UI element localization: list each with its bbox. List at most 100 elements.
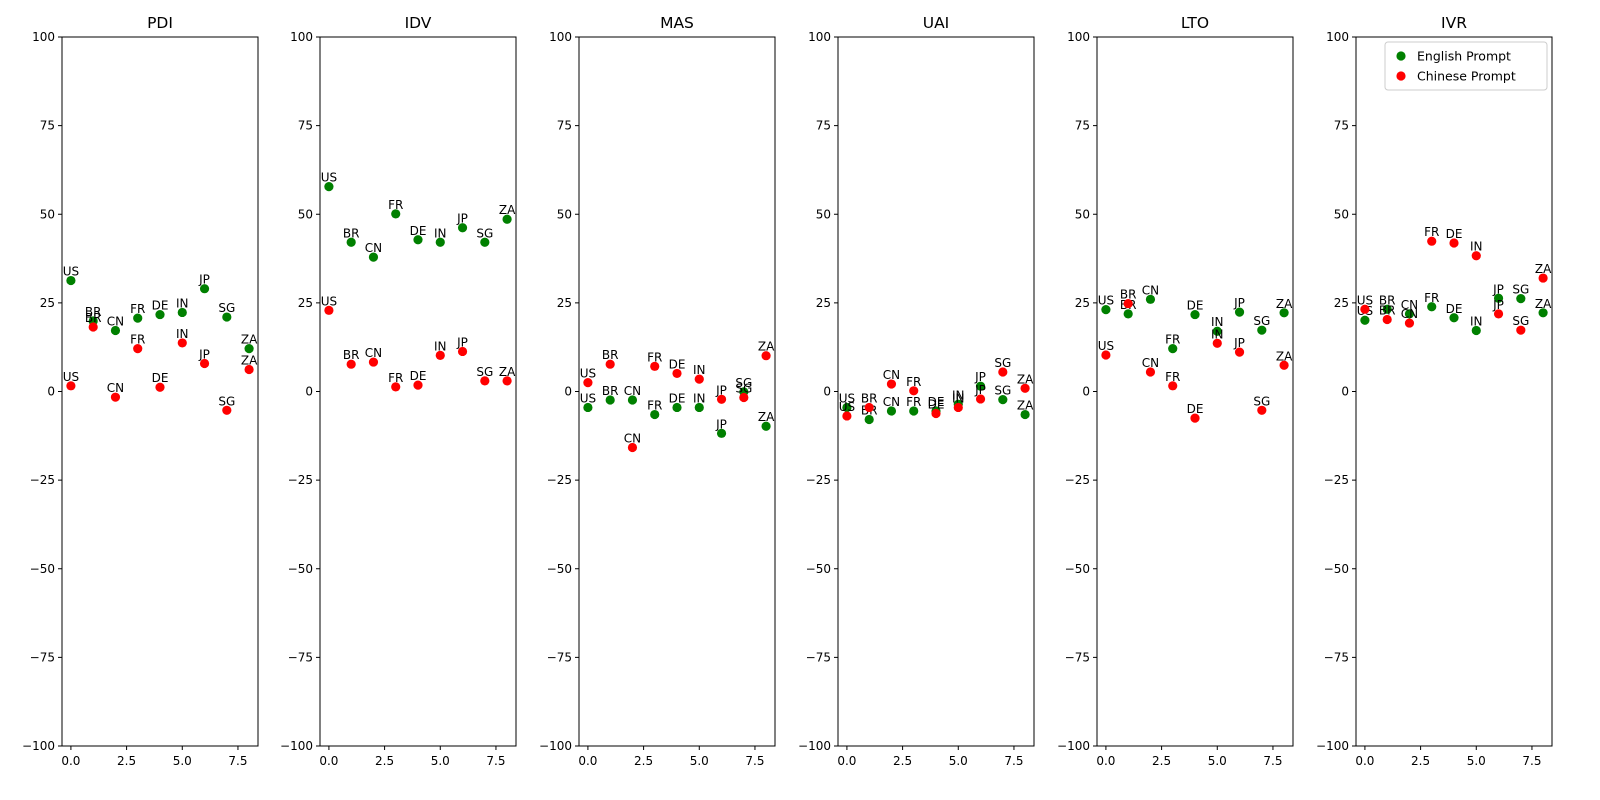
- point-label: BR: [343, 226, 360, 240]
- chinese-point-sg: [222, 405, 232, 415]
- english-point-cn: [110, 325, 121, 336]
- y-tick-label: −50: [30, 562, 55, 576]
- point-label: ZA: [241, 354, 258, 368]
- y-tick-label: 0: [305, 385, 313, 399]
- y-tick-label: −25: [547, 473, 572, 487]
- panel-mas: MAS 100 75 50 25 0 −25 −50 −75 −100 0.0 2.5 5.0 7.5 US…: [539, 14, 776, 768]
- point-label: ZA: [499, 365, 516, 379]
- x-tick-label: 5.0: [949, 754, 968, 768]
- english-point-za: [1538, 308, 1548, 318]
- chinese-point-jp: [457, 346, 468, 357]
- y-tick-label: 50: [298, 207, 313, 221]
- english-point-jp: [975, 381, 986, 391]
- english-point-in: [1212, 326, 1222, 336]
- chinese-point-jp: [1493, 309, 1504, 319]
- english-point-us: [324, 181, 334, 192]
- english-point-de: [155, 309, 165, 320]
- y-tick-label: −25: [1065, 473, 1090, 487]
- axes-frame: [319, 36, 517, 747]
- point-label: JP: [456, 335, 468, 349]
- point-label: BR: [343, 348, 360, 362]
- point-label: CN: [624, 384, 641, 398]
- chinese-point-jp: [199, 358, 210, 369]
- point-label: JP: [974, 370, 986, 384]
- x-tick-label: 2.5: [375, 754, 394, 768]
- point-label: ZA: [241, 333, 258, 347]
- point-label: BR: [1379, 304, 1396, 318]
- point-label: FR: [130, 302, 145, 316]
- panel-pdi: PDI 100 75 50 25 0 −25 −50 −75 −100 0.0 2.5 5.0 7.5 US…: [22, 14, 259, 768]
- axes-frame: [1096, 36, 1294, 747]
- english-point-br: [1382, 304, 1392, 314]
- x-tick-label: 0.0: [61, 754, 80, 768]
- axes-frame: [1355, 36, 1553, 747]
- point-label: FR: [388, 198, 403, 212]
- point-label: JP: [1492, 298, 1504, 312]
- english-point-za: [1279, 308, 1289, 318]
- point-label: FR: [388, 371, 403, 385]
- y-tick-label: −75: [288, 650, 313, 664]
- point-label: CN: [1142, 356, 1159, 370]
- y-tick-label: −100: [1057, 739, 1090, 753]
- x-tick-label: 5.0: [173, 754, 192, 768]
- chinese-point-us: [842, 411, 852, 421]
- point-label: SG: [1512, 283, 1529, 297]
- y-tick-label: −50: [1065, 562, 1090, 576]
- point-label: JP: [1233, 336, 1245, 350]
- y-tick-label: 50: [557, 207, 572, 221]
- chinese-point-cn: [627, 442, 638, 453]
- chinese-point-cn: [1404, 318, 1415, 328]
- point-label: JP: [1233, 296, 1245, 310]
- chinese-point-br: [1382, 314, 1392, 325]
- point-label: ZA: [1017, 372, 1034, 386]
- point-label: SG: [735, 382, 752, 396]
- english-point-jp: [199, 284, 210, 294]
- y-tick-label: 100: [1326, 30, 1349, 44]
- chinese-point-fr: [1427, 236, 1437, 246]
- point-label: BR: [85, 305, 102, 319]
- point-label: FR: [1424, 291, 1439, 305]
- english-point-in: [177, 307, 187, 318]
- point-label: ZA: [1276, 297, 1293, 311]
- chinese-point-cn: [886, 379, 897, 389]
- english-point-jp: [1493, 293, 1504, 303]
- y-tick-label: 100: [1067, 30, 1090, 44]
- english-point-us: [1360, 315, 1370, 325]
- point-label: US: [580, 367, 596, 381]
- chinese-point-za: [761, 351, 771, 361]
- english-point-de: [413, 235, 423, 245]
- chinese-point-za: [1020, 383, 1030, 393]
- point-label: SG: [1253, 394, 1270, 408]
- english-point-us: [842, 402, 852, 413]
- point-label: CN: [107, 315, 124, 329]
- y-tick-label: −25: [30, 473, 55, 487]
- panel-title: UAI: [923, 14, 950, 32]
- point-label: DE: [1187, 299, 1204, 313]
- y-tick-label: 25: [1075, 296, 1090, 310]
- english-point-fr: [1427, 302, 1437, 312]
- y-tick-label: −75: [1324, 650, 1349, 664]
- y-tick-label: 0: [823, 385, 831, 399]
- panel-title: IVR: [1441, 14, 1467, 32]
- chinese-point-fr: [650, 361, 660, 371]
- point-label: DE: [410, 224, 427, 238]
- point-label: SG: [1512, 314, 1529, 328]
- x-tick-label: 5.0: [431, 754, 450, 768]
- chinese-point-sg: [739, 392, 749, 403]
- chinese-point-de: [931, 408, 941, 419]
- english-point-in: [1471, 325, 1481, 336]
- point-label: US: [63, 265, 79, 279]
- english-point-za: [761, 421, 771, 431]
- english-point-fr: [909, 406, 919, 416]
- point-label: DE: [410, 369, 427, 383]
- y-tick-label: −75: [30, 650, 55, 664]
- point-label: US: [1098, 294, 1114, 308]
- point-label: FR: [647, 350, 662, 364]
- point-label: IN: [1470, 315, 1483, 329]
- chinese-point-de: [155, 382, 165, 392]
- y-tick-label: −50: [1324, 562, 1349, 576]
- y-tick-label: 100: [290, 30, 313, 44]
- english-point-cn: [886, 406, 897, 416]
- english-point-in: [435, 237, 445, 247]
- point-label: DE: [669, 391, 686, 405]
